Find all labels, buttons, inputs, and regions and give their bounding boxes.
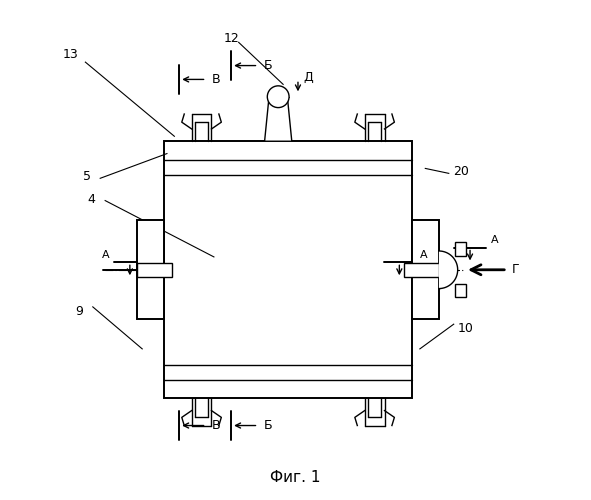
Text: Г: Г <box>512 264 519 276</box>
Text: Б: Б <box>264 59 272 72</box>
Circle shape <box>267 86 289 108</box>
Text: В: В <box>212 419 220 432</box>
Text: Фиг. 1: Фиг. 1 <box>270 470 321 485</box>
Text: А: А <box>420 250 428 260</box>
Text: 20: 20 <box>453 166 469 178</box>
Text: 10: 10 <box>458 322 474 334</box>
Text: В: В <box>212 73 220 86</box>
Bar <box>164 141 412 399</box>
Bar <box>404 263 439 276</box>
Polygon shape <box>265 99 292 141</box>
Bar <box>455 242 466 256</box>
Text: 4: 4 <box>88 192 96 205</box>
Text: А: А <box>491 235 498 245</box>
Text: 9: 9 <box>76 306 83 318</box>
Bar <box>137 263 172 276</box>
Text: А: А <box>102 250 109 260</box>
Text: Б: Б <box>264 419 272 432</box>
Bar <box>137 220 164 319</box>
Text: 5: 5 <box>83 170 91 183</box>
Text: Д: Д <box>303 72 313 85</box>
Text: 12: 12 <box>223 32 239 45</box>
Bar <box>412 220 439 319</box>
Text: 13: 13 <box>63 48 79 61</box>
Bar <box>455 284 466 298</box>
